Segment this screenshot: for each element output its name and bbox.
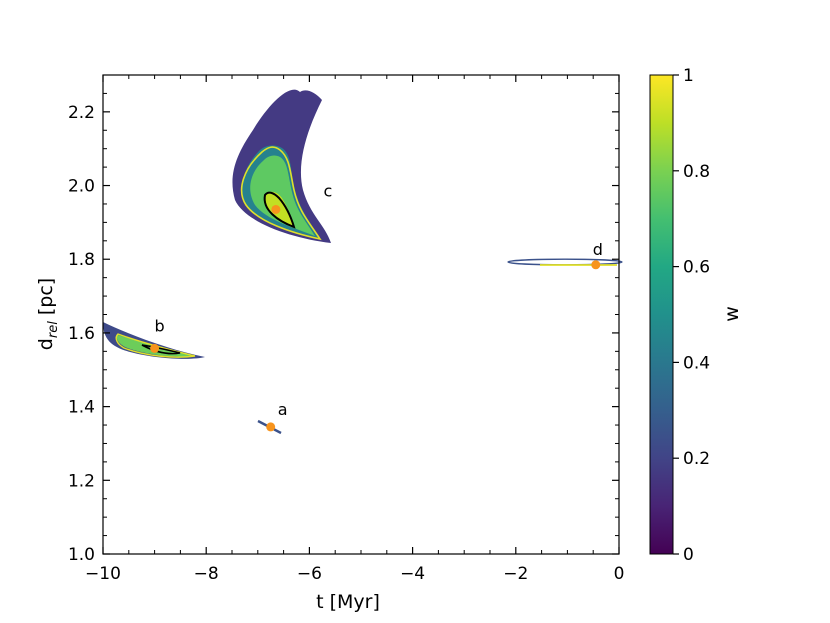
density-c-inner: [250, 155, 315, 236]
y-tick-label: 1.8: [68, 250, 95, 270]
colorbar-label: w: [721, 306, 743, 322]
colorbar-tick-label: 0: [683, 545, 694, 565]
cluster-marker-a: [266, 422, 276, 432]
x-tick-label: −6: [297, 564, 322, 584]
x-tick-label: −8: [194, 564, 219, 584]
contour-c-yellow: [240, 146, 322, 241]
colorbar-tick-label: 0.6: [683, 258, 710, 278]
y-axis-label-sub: rel: [46, 321, 61, 338]
plot-frame: [102, 74, 620, 555]
y-axis-label-main: d: [35, 338, 57, 350]
y-tick-label: 1.6: [68, 324, 95, 344]
cluster-label-a: a: [278, 400, 288, 419]
x-axis-label: t [Myr]: [316, 591, 380, 613]
y-tick-label: 1.2: [68, 471, 95, 491]
y-ticks: 1.0 1.2 1.4 1.6 1.8 2.0 2.2: [68, 74, 619, 565]
plot-axes: −10 −8 −6 −4 −2 0 1.0 1.2 1.4 1.6 1.8 2.0 2.2 t [My…: [35, 74, 624, 613]
y-tick-label: 1.4: [68, 398, 95, 418]
colorbar-tick-label: 0.8: [683, 162, 710, 182]
cluster-markers: a b c d: [150, 181, 603, 432]
colorbar-ticks: 0 0.2 0.4 0.6 0.8 1: [673, 66, 710, 565]
colorbar: 0 0.2 0.4 0.6 0.8 1 w: [649, 66, 743, 565]
y-axis-label: drel [pc]: [35, 278, 61, 350]
y-axis-label-unit: [pc]: [35, 278, 57, 321]
x-tick-label: −4: [400, 564, 425, 584]
contour-d-outer: [507, 258, 623, 266]
cluster-marker-b: [150, 343, 160, 353]
cluster-marker-d: [591, 260, 601, 270]
colorbar-tick-label: 0.4: [683, 353, 710, 373]
cluster-label-b: b: [155, 316, 165, 335]
y-tick-label: 1.0: [68, 545, 95, 565]
x-tick-label: 0: [614, 564, 625, 584]
cluster-label-c: c: [323, 181, 332, 200]
colorbar-gradient: [649, 74, 674, 555]
x-tick-label: −2: [503, 564, 528, 584]
colorbar-tick-label: 0.2: [683, 449, 710, 469]
cluster-label-d: d: [593, 240, 603, 259]
y-tick-label: 2.2: [68, 103, 95, 123]
contour-c-black: [263, 191, 296, 229]
y-tick-label: 2.0: [68, 177, 95, 197]
colorbar-tick-label: 1: [683, 66, 694, 86]
density-regions: [103, 89, 623, 435]
x-ticks: −10 −8 −6 −4 −2 0: [85, 75, 624, 584]
x-tick-label: −10: [85, 564, 121, 584]
cluster-marker-c: [271, 204, 281, 214]
